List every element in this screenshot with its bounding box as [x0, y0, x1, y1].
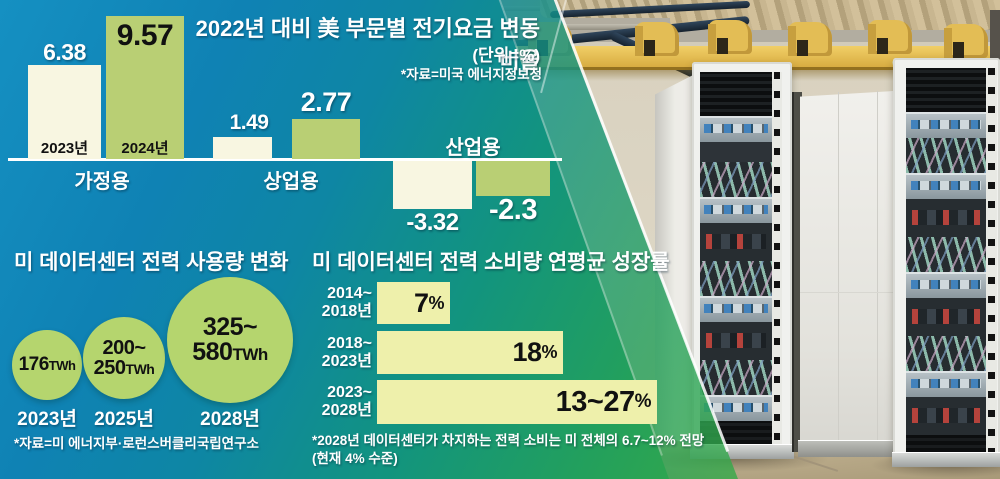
panel-seam	[877, 91, 878, 454]
period-line2: 2018년	[321, 302, 372, 320]
percent-sign: %	[428, 292, 444, 313]
period-line1: 2023~	[327, 384, 372, 401]
bar-residential-2023	[28, 65, 101, 159]
price-chart-unit-label: (단위=%)	[472, 46, 540, 65]
axis-baseline	[8, 158, 562, 161]
bubble-2028-unit: TWh	[232, 345, 268, 364]
growth-chart-footnote-line2: (현재 4% 수준)	[312, 451, 398, 466]
cable-hook	[708, 20, 752, 54]
cable-hook	[788, 22, 832, 56]
bar-industrial-2024	[476, 161, 550, 196]
bubble-2025: 200~ 250TWh	[83, 317, 165, 399]
bar-residential-2024	[106, 16, 184, 159]
usage-chart-title: 미 데이터센터 전력 사용량 변화	[14, 251, 289, 274]
percent-sign: %	[634, 391, 652, 412]
growth-value-1: 7%	[377, 282, 445, 324]
bubble-2028: 325~ 580TWh	[167, 277, 293, 403]
percent-sign: %	[541, 342, 557, 362]
growth-bar-2014-2018	[377, 282, 450, 324]
value-commercial-2024: 2.77	[300, 87, 352, 117]
panel-seam	[800, 292, 910, 293]
value-industrial-2023: -3.32	[406, 209, 459, 236]
rack-gap	[792, 92, 802, 452]
cable-hook	[944, 24, 988, 58]
bubble-2023: 176TWh	[12, 330, 82, 400]
cable-hook	[635, 22, 679, 56]
price-chart-title: 2022년 대비 美 부문별 전기요금 변동 비율	[195, 16, 540, 73]
bubble-year-2025: 2025년	[94, 409, 154, 430]
cable-tie-rail	[986, 68, 997, 452]
period-line1: 2018~	[327, 335, 372, 352]
usage-chart-source: *자료=미 에너지부·로런스버클리국립연구소	[14, 436, 259, 451]
category-industrial: 산업용	[445, 137, 501, 159]
server-rack-left-interior	[700, 72, 772, 444]
growth-value-3: 13~27%	[377, 380, 652, 424]
growth-row-label-3: 2023~ 2028년	[296, 384, 372, 420]
bar-commercial-2023	[213, 137, 272, 159]
bubble-2025-value-line1: 200~	[102, 336, 146, 359]
year-label-2024: 2024년	[121, 140, 169, 157]
value: 18	[512, 337, 542, 367]
bubble-year-2023: 2023년	[17, 409, 77, 430]
value: 7	[413, 287, 429, 318]
server-rack-right-interior	[906, 68, 986, 452]
growth-chart-title: 미 데이터센터 전력 소비량 연평균 성장률	[312, 251, 670, 274]
cable-hook	[868, 20, 912, 54]
period-line1: 2014~	[327, 285, 372, 302]
value-industrial-2024: -2.3	[489, 194, 537, 226]
panel-seam	[838, 92, 839, 454]
value-commercial-2023: 1.49	[229, 111, 269, 134]
value-residential-2024: 9.57	[116, 19, 174, 52]
growth-bar-2018-2023	[377, 331, 563, 374]
growth-row-label-2: 2018~ 2023년	[296, 335, 372, 371]
rack-base-plate	[892, 452, 1000, 467]
category-residential: 가정용	[74, 171, 130, 193]
white-cabinet-panel	[800, 90, 910, 456]
growth-row-label-1: 2014~ 2018년	[296, 285, 372, 321]
bubble-2025-value-line2: 250	[93, 357, 126, 379]
category-commercial: 상업용	[263, 171, 319, 193]
bubble-2028-value-line2: 580	[192, 338, 233, 366]
price-chart-source: *자료=미국 에너지정보청	[400, 67, 542, 82]
cable-tie-rail	[772, 72, 782, 444]
period-line2: 2028년	[321, 401, 372, 419]
bar-industrial-2023	[393, 161, 472, 209]
growth-bar-2023-2028	[377, 380, 657, 424]
period-line2: 2023년	[321, 352, 372, 370]
value: 13~27	[555, 385, 635, 418]
bar-commercial-2024	[292, 119, 360, 159]
bubble-2028-value-line1: 325~	[202, 312, 258, 341]
value-residential-2023: 6.38	[43, 39, 86, 65]
bubble-2023-unit: TWh	[48, 358, 76, 374]
bubble-year-2028: 2028년	[200, 409, 260, 430]
bubble-2023-value: 176	[18, 354, 50, 376]
year-label-2023: 2023년	[40, 140, 89, 157]
growth-value-2: 18%	[377, 331, 557, 374]
growth-chart-footnote-line1: *2028년 데이터센터가 차지하는 전력 소비는 미 전체의 6.7~12% …	[312, 433, 705, 448]
bubble-2025-unit: TWh	[125, 361, 155, 377]
cabinet-base-plate	[798, 440, 912, 457]
